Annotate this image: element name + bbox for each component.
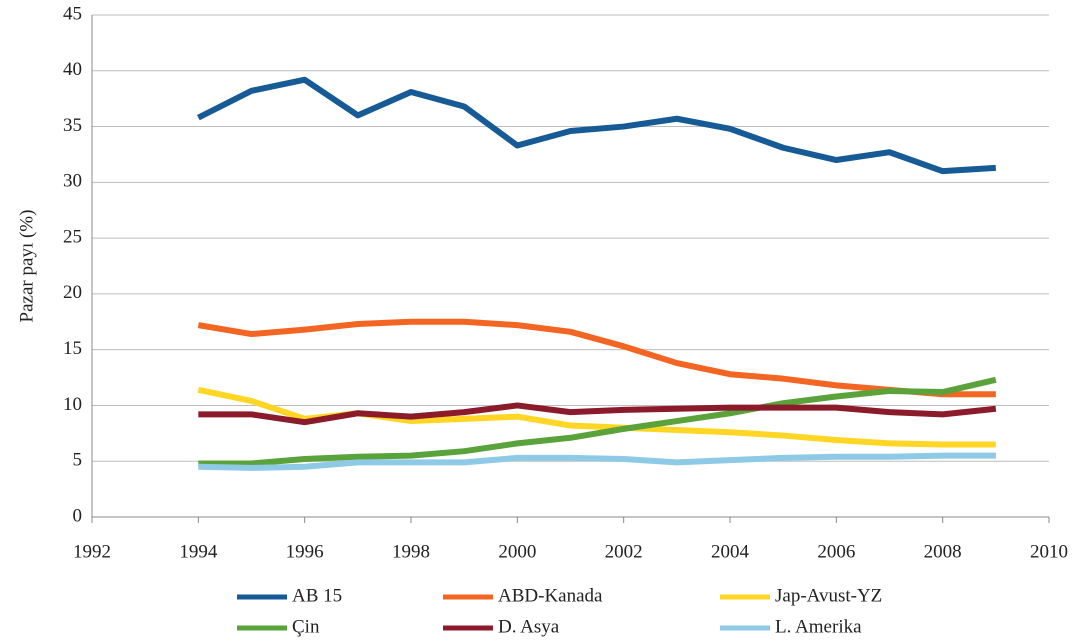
legend-label: ABD-Kanada [498,585,603,606]
series-line [198,376,997,467]
y-tick-label: 10 [63,394,82,415]
y-tick-label: 45 [63,3,82,24]
series-line [198,452,996,471]
x-tick-label: 1998 [392,541,430,562]
legend-label: D. Asya [498,616,560,637]
x-tick-label: 2004 [711,541,750,562]
legend-label: L. Amerika [775,616,862,637]
y-tick-label: 35 [63,115,82,136]
legend-label: Jap-Avust-YZ [775,585,882,606]
x-tick-label: 2010 [1030,541,1068,562]
y-tick-label: 30 [63,171,82,192]
y-tick-label: 40 [63,59,82,80]
x-tick-label: 2002 [605,541,643,562]
series-line [197,318,996,398]
x-tick-label: 2000 [498,541,536,562]
series-line [196,76,997,175]
y-tick-label: 20 [63,282,82,303]
y-tick-label: 0 [73,505,83,526]
x-tick-label: 2008 [924,541,962,562]
y-axis-label: Pazar payı (%) [16,210,37,323]
x-tick-label: 1992 [73,541,111,562]
legend-label: Çin [292,616,320,637]
y-tick-label: 25 [63,226,82,247]
x-tick-label: 2006 [817,541,855,562]
legend-label: AB 15 [292,585,342,606]
y-tick-label: 5 [73,450,83,471]
x-tick-label: 1996 [286,541,324,562]
x-tick-label: 1994 [179,541,218,562]
y-tick-label: 15 [63,338,82,359]
series-line [198,402,997,426]
